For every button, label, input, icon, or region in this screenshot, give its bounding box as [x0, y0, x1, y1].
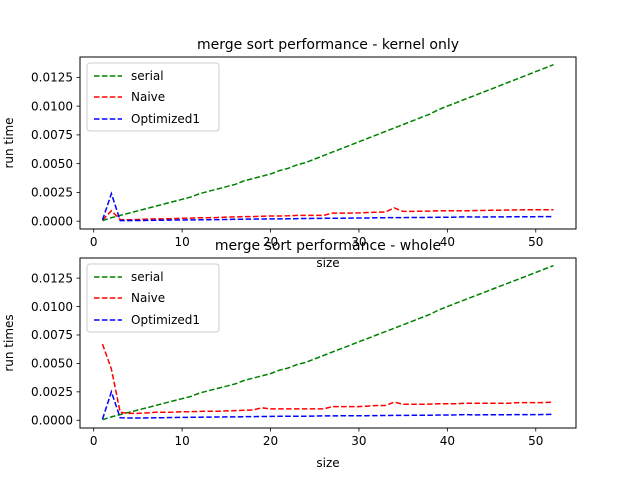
y-axis-label: run time — [2, 117, 16, 168]
y-tick-label: 0.0025 — [31, 385, 73, 399]
y-tick-label: 0.0050 — [31, 357, 73, 371]
ticks: 0 10 20 30 40 50 0.0000 0.0025 0.0050 0.0075 0.010… — [31, 271, 543, 448]
x-axis-label: size — [316, 256, 339, 270]
legend-label-optimized1: Optimized1 — [131, 112, 200, 126]
x-tick-label: 20 — [263, 235, 278, 249]
y-tick-label: 0.0000 — [31, 214, 73, 228]
subplot-whole: size run times 0 10 20 30 40 50 0.0000 0.0025 0.… — [2, 238, 577, 470]
legend-label-naive: Naive — [131, 90, 165, 104]
subplot-kernel-only: merge sort performance - kernel only siz… — [2, 37, 577, 270]
x-tick-label: 30 — [351, 434, 366, 448]
plot-lines — [101, 264, 554, 421]
x-tick-label: 20 — [263, 434, 278, 448]
y-tick-label: 0.0025 — [31, 186, 73, 200]
plot-frame — [79, 56, 577, 230]
series-line-optimized1 — [101, 389, 554, 420]
ticks: 0 10 20 30 40 50 0.0000 0.0025 0.0050 0.0075 0.010… — [31, 71, 543, 249]
legend-box — [86, 62, 220, 132]
y-tick-label: 0.0100 — [31, 99, 73, 113]
y-tick-label: 0.0000 — [31, 413, 73, 427]
legend: serial Naive Optimized1 — [86, 263, 220, 333]
plot-frame — [79, 257, 577, 429]
x-tick-label: 40 — [440, 434, 455, 448]
y-tick-label: 0.0075 — [31, 328, 73, 342]
x-tick-label: 40 — [440, 235, 455, 249]
x-tick-label: 10 — [174, 235, 189, 249]
legend-label-optimized1: Optimized1 — [131, 313, 200, 327]
legend-label-naive: Naive — [131, 291, 165, 305]
series-line-optimized1 — [101, 191, 554, 222]
legend-label-serial: serial — [131, 69, 164, 83]
series-line-naive — [101, 207, 554, 221]
y-tick-label: 0.0125 — [31, 271, 73, 285]
y-tick-label: 0.0075 — [31, 128, 73, 142]
legend-label-serial: serial — [131, 270, 164, 284]
series-line-naive — [101, 343, 554, 415]
x-tick-label: 0 — [90, 434, 98, 448]
y-axis-label: run times — [2, 314, 16, 371]
plot-lines — [101, 64, 554, 222]
y-tick-label: 0.0050 — [31, 157, 73, 171]
x-tick-label: 50 — [528, 434, 543, 448]
x-tick-label: 30 — [351, 235, 366, 249]
y-tick-label: 0.0125 — [31, 71, 73, 85]
legend: serial Naive Optimized1 — [86, 62, 220, 132]
y-tick-label: 0.0100 — [31, 300, 73, 314]
legend-box — [86, 263, 220, 333]
series-line-serial — [102, 264, 554, 421]
chart-title: merge sort performance - whole — [215, 238, 441, 254]
x-tick-label: 10 — [174, 434, 189, 448]
chart-title: merge sort performance - kernel only — [197, 37, 459, 53]
series-line-serial — [102, 64, 554, 222]
x-tick-label: 50 — [528, 235, 543, 249]
x-axis-label: size — [316, 456, 339, 470]
x-tick-label: 0 — [90, 235, 98, 249]
